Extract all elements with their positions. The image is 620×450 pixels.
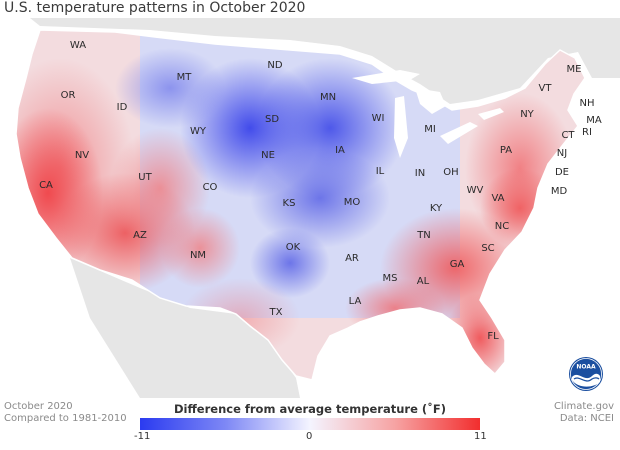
- state-label-mi: MI: [424, 124, 436, 135]
- state-label-md: MD: [551, 186, 568, 197]
- state-label-nh: NH: [580, 98, 595, 109]
- map-svg: WA OR CA ID NV MT WY UT AZ CO NM ND SD NE KS OK TX MN IA MO…: [15, 18, 620, 398]
- footer-left: October 2020 Compared to 1981-2010: [4, 401, 127, 425]
- state-label-mn: MN: [320, 92, 336, 103]
- state-label-fl: FL: [487, 331, 499, 342]
- state-label-ut: UT: [138, 172, 152, 183]
- state-label-nj: NJ: [557, 148, 567, 159]
- state-label-mt: MT: [177, 72, 193, 83]
- state-label-de: DE: [555, 167, 569, 178]
- state-label-in: IN: [415, 168, 425, 179]
- state-label-mo: MO: [344, 197, 361, 208]
- legend-min-label: -11: [134, 431, 151, 442]
- footer-data-credit: Data: NCEI: [559, 413, 614, 424]
- canada-land: [30, 18, 620, 104]
- map: WA OR CA ID NV MT WY UT AZ CO NM ND SD NE KS OK TX MN IA MO…: [0, 18, 620, 398]
- state-labels: WA OR CA ID NV MT WY UT AZ CO NM ND SD NE KS OK TX MN IA MO…: [39, 40, 602, 342]
- state-label-sd: SD: [265, 114, 279, 125]
- legend-title: Difference from average temperature (˚F): [174, 402, 446, 416]
- state-label-ks: KS: [283, 198, 296, 209]
- state-label-tn: TN: [416, 230, 431, 241]
- state-label-co: CO: [203, 182, 218, 193]
- footer-source: Climate.gov: [553, 401, 614, 412]
- footer-baseline: Compared to 1981-2010: [4, 413, 127, 424]
- state-label-wy: WY: [190, 126, 207, 137]
- mexico-land: [70, 258, 300, 398]
- state-label-wi: WI: [372, 113, 385, 124]
- state-label-ca: CA: [39, 180, 53, 191]
- state-label-wv: WV: [467, 185, 484, 196]
- us-outline: [15, 29, 586, 381]
- noaa-logo-icon: NOAA: [569, 357, 603, 391]
- state-label-al: AL: [417, 276, 430, 287]
- state-label-id: ID: [117, 102, 128, 113]
- state-label-nm: NM: [190, 250, 206, 261]
- state-label-va: VA: [491, 193, 504, 204]
- state-label-vt: VT: [539, 83, 553, 94]
- state-label-nv: NV: [75, 150, 89, 161]
- state-label-la: LA: [349, 296, 362, 307]
- legend-color-bar: [140, 418, 480, 430]
- state-label-ok: OK: [286, 242, 301, 253]
- state-label-wa: WA: [70, 40, 86, 51]
- logo-text: NOAA: [576, 364, 596, 371]
- state-label-ky: KY: [430, 203, 443, 214]
- state-label-nc: NC: [495, 221, 509, 232]
- state-label-ne: NE: [261, 150, 275, 161]
- state-label-ri: RI: [582, 127, 592, 138]
- footer-right: Climate.gov Data: NCEI: [554, 401, 614, 425]
- state-label-pa: PA: [500, 145, 512, 156]
- state-label-ia: IA: [335, 145, 345, 156]
- state-label-sc: SC: [481, 243, 494, 254]
- ocean-right: [520, 138, 620, 398]
- footer-date: October 2020: [4, 401, 73, 412]
- state-label-ms: MS: [383, 273, 398, 284]
- state-label-ga: GA: [450, 259, 465, 270]
- state-label-or: OR: [61, 90, 76, 101]
- state-label-ma: MA: [586, 115, 602, 126]
- state-label-me: ME: [567, 64, 582, 75]
- state-label-nd: ND: [267, 60, 282, 71]
- state-label-tx: TX: [269, 307, 283, 318]
- state-label-ct: CT: [561, 130, 575, 141]
- state-label-ar: AR: [345, 253, 359, 264]
- state-label-oh: OH: [443, 167, 458, 178]
- legend-max-label: 11: [474, 431, 487, 442]
- state-label-ny: NY: [520, 109, 534, 120]
- page-title: U.S. temperature patterns in October 202…: [4, 0, 306, 16]
- state-label-il: IL: [376, 166, 385, 177]
- state-label-az: AZ: [133, 230, 147, 241]
- legend-mid-label: 0: [306, 431, 313, 442]
